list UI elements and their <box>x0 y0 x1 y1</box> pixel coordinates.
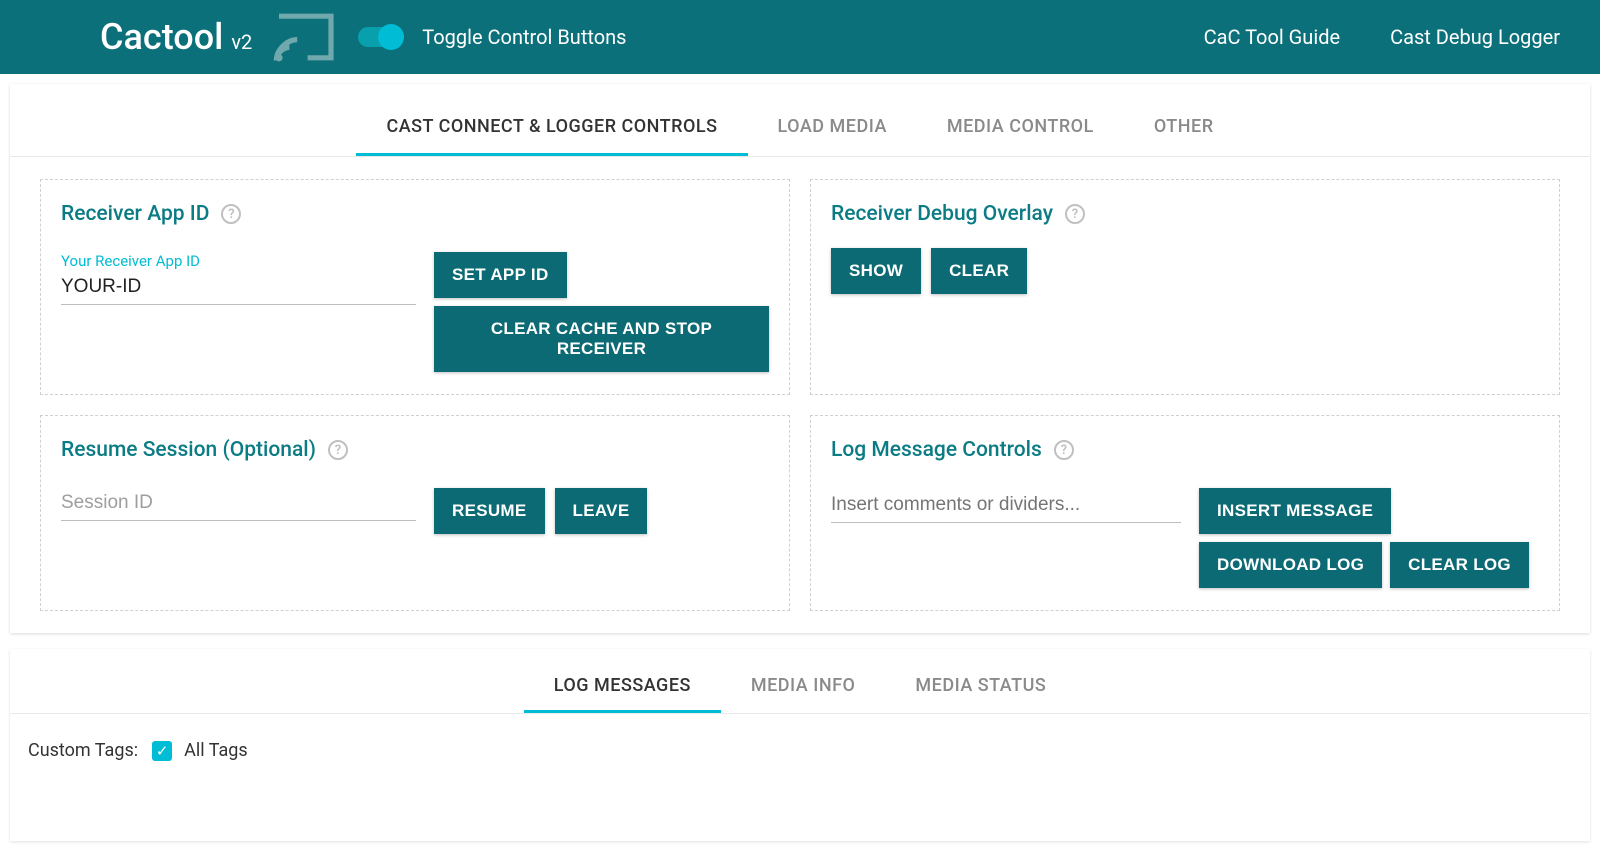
tab-load-media[interactable]: LOAD MEDIA <box>748 102 917 156</box>
panel-title-resume-session: Resume Session (Optional) <box>61 438 316 462</box>
panel-title-log-controls: Log Message Controls <box>831 438 1042 462</box>
panel-resume-session: Resume Session (Optional) ? RESUME LEAVE <box>40 415 790 611</box>
clear-cache-button[interactable]: CLEAR CACHE AND STOP RECEIVER <box>434 306 769 372</box>
panel-receiver-app-id: Receiver App ID ? Your Receiver App ID S… <box>40 179 790 395</box>
download-log-button[interactable]: DOWNLOAD LOG <box>1199 542 1382 588</box>
help-icon[interactable]: ? <box>221 204 241 224</box>
top-bar: Cactool v2 Toggle Control Buttons CaC To… <box>0 0 1600 74</box>
main-tabs: CAST CONNECT & LOGGER CONTROLS LOAD MEDI… <box>10 84 1590 157</box>
panels-grid: Receiver App ID ? Your Receiver App ID S… <box>10 157 1590 633</box>
log-container: LOG MESSAGES MEDIA INFO MEDIA STATUS Cus… <box>10 649 1590 841</box>
clear-overlay-button[interactable]: CLEAR <box>931 248 1027 294</box>
help-icon[interactable]: ? <box>1054 440 1074 460</box>
input-receiver-app-id[interactable] <box>61 272 416 305</box>
clear-log-button[interactable]: CLEAR LOG <box>1390 542 1529 588</box>
tab-other[interactable]: OTHER <box>1124 102 1244 156</box>
toggle-control-buttons[interactable] <box>358 27 402 47</box>
custom-tags-label: Custom Tags: <box>28 740 138 761</box>
set-app-id-button[interactable]: SET APP ID <box>434 252 567 298</box>
panel-log-controls: Log Message Controls ? INSERT MESSAGE DO… <box>810 415 1560 611</box>
toggle-label: Toggle Control Buttons <box>422 25 626 49</box>
panel-debug-overlay: Receiver Debug Overlay ? SHOW CLEAR <box>810 179 1560 395</box>
input-log-message[interactable] <box>831 488 1181 523</box>
all-tags-checkbox[interactable]: ✓ <box>152 741 172 761</box>
help-icon[interactable]: ? <box>1065 204 1085 224</box>
controls-container: CAST CONNECT & LOGGER CONTROLS LOAD MEDI… <box>10 84 1590 633</box>
custom-tags-row: Custom Tags: ✓ All Tags <box>10 714 1590 761</box>
link-cast-debug-logger[interactable]: Cast Debug Logger <box>1390 25 1560 49</box>
resume-button[interactable]: RESUME <box>434 488 545 534</box>
show-overlay-button[interactable]: SHOW <box>831 248 921 294</box>
help-icon[interactable]: ? <box>328 440 348 460</box>
tab-media-info[interactable]: MEDIA INFO <box>721 663 886 713</box>
all-tags-label: All Tags <box>184 740 248 761</box>
tab-media-control[interactable]: MEDIA CONTROL <box>917 102 1124 156</box>
brand-title: Cactool <box>100 16 223 58</box>
panel-title-debug-overlay: Receiver Debug Overlay <box>831 202 1053 226</box>
insert-message-button[interactable]: INSERT MESSAGE <box>1199 488 1391 534</box>
brand-block: Cactool v2 <box>100 16 252 58</box>
tab-cast-connect[interactable]: CAST CONNECT & LOGGER CONTROLS <box>356 102 747 156</box>
input-session-id[interactable] <box>61 488 416 521</box>
leave-button[interactable]: LEAVE <box>555 488 648 534</box>
link-cac-tool-guide[interactable]: CaC Tool Guide <box>1204 25 1340 49</box>
panel-title-receiver-app-id: Receiver App ID <box>61 202 209 226</box>
field-label-receiver-app-id: Your Receiver App ID <box>61 252 416 270</box>
tab-media-status[interactable]: MEDIA STATUS <box>885 663 1076 713</box>
cast-icon[interactable] <box>272 11 338 63</box>
tab-log-messages[interactable]: LOG MESSAGES <box>524 663 721 713</box>
bottom-tabs: LOG MESSAGES MEDIA INFO MEDIA STATUS <box>10 649 1590 714</box>
brand-version: v2 <box>231 30 252 54</box>
